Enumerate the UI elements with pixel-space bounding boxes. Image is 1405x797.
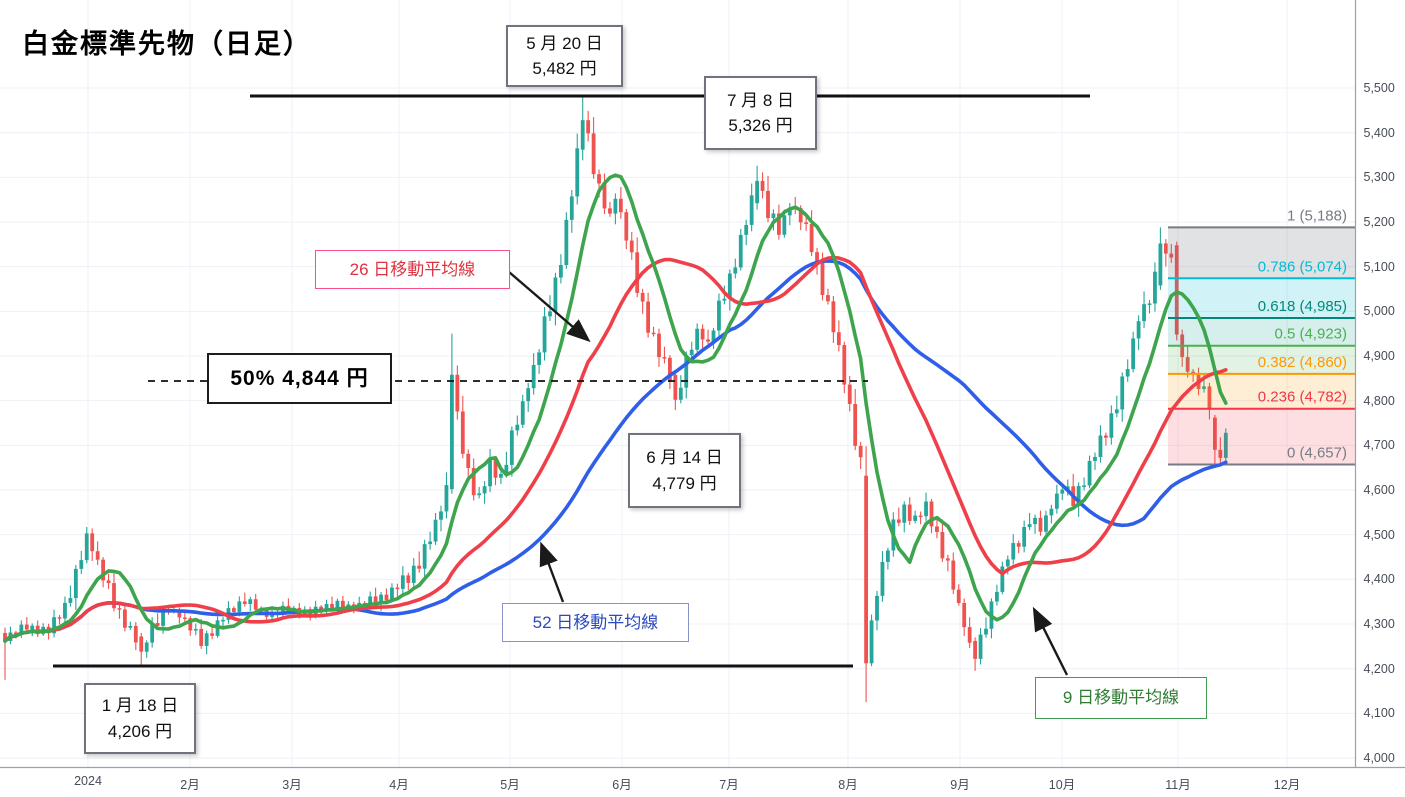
arrow-to-ma52 (539, 541, 565, 603)
annotation-jan18-date: 1 月 18 日 (101, 696, 179, 715)
annotation-jun14-price: 4,779 円 (652, 473, 717, 493)
ma-line-9 (3, 173, 1228, 643)
annotation-arrows (508, 271, 1069, 676)
time-tick-label: 9月 (950, 778, 970, 792)
annotation-50pct-level: 50% 4,844 円 (207, 353, 392, 404)
label-ma9: 9 日移動平均線 (1035, 677, 1207, 719)
annotation-jun14-date: 6 月 14 日 (646, 448, 723, 467)
svg-text:0.786 (5,074): 0.786 (5,074) (1258, 258, 1347, 275)
annotation-jun14-low: 6 月 14 日 4,779 円 (628, 433, 741, 508)
time-tick-label: 12月 (1273, 778, 1301, 792)
time-tick-label: 10月 (1048, 778, 1076, 792)
annotation-jan18-price: 4,206 円 (107, 721, 173, 741)
svg-text:0 (4,657): 0 (4,657) (1287, 445, 1347, 462)
time-tick-label: 7月 (719, 778, 739, 792)
price-tick-label: 4,800 (1363, 393, 1395, 408)
annotation-may20-high: 5 月 20 日 5,482 円 (506, 25, 623, 87)
candles-layer (3, 96, 1228, 703)
fibonacci-labels: 1 (5,188) 0.786 (5,074) 0.618 (4,985) 0.5 (… (1258, 207, 1347, 461)
label-ma26: 26 日移動平均線 (315, 250, 510, 289)
annotation-jul8-date: 7 月 8 日 (726, 90, 795, 110)
arrow-to-ma9 (1032, 606, 1069, 676)
ma-line-52 (3, 259, 1228, 643)
annotation-jan18-low: 1 月 18 日 4,206 円 (84, 683, 196, 754)
chart-title: 白金標準先物（日足） (22, 29, 312, 59)
annotation-may20-date: 5 月 20 日 (526, 33, 603, 53)
price-tick-label: 4,400 (1363, 572, 1395, 587)
svg-text:0.236 (4,782): 0.236 (4,782) (1258, 389, 1347, 406)
annotation-may20-price: 5,482 円 (532, 59, 597, 78)
price-tick-label: 5,300 (1363, 170, 1395, 185)
ma-line-26 (3, 255, 1228, 643)
label-ma52: 52 日移動平均線 (502, 603, 689, 642)
price-tick-label: 5,500 (1363, 81, 1395, 95)
svg-text:0.618 (4,985): 0.618 (4,985) (1258, 298, 1347, 315)
price-tick-label: 4,200 (1363, 661, 1395, 676)
annotation-jul8-price: 5,326 円 (728, 116, 793, 135)
price-tick-label: 4,100 (1363, 706, 1395, 721)
price-tick-label: 5,200 (1363, 215, 1395, 229)
price-tick-label: 4,600 (1363, 483, 1395, 497)
time-tick-label: 11月 (1165, 778, 1191, 792)
price-tick-label: 4,300 (1363, 617, 1395, 631)
time-tick-label: 2月 (180, 778, 200, 792)
price-tick-label: 4,500 (1363, 527, 1395, 542)
price-tick-label: 5,000 (1363, 304, 1395, 319)
svg-text:0.5 (4,923): 0.5 (4,923) (1274, 326, 1347, 343)
arrow-to-ma26 (508, 271, 591, 343)
price-tick-label: 4,000 (1363, 751, 1395, 765)
time-tick-label: 8月 (838, 778, 858, 792)
time-tick-label: 4月 (389, 778, 409, 792)
gridlines (0, 0, 1356, 768)
time-tick-label: 3月 (282, 778, 302, 792)
annotation-jul8-high: 7 月 8 日 5,326 円 (704, 76, 817, 150)
svg-text:1 (5,188): 1 (5,188) (1287, 207, 1347, 224)
time-tick-label: 5月 (500, 778, 520, 792)
fibonacci-retracement (1168, 226, 1356, 466)
time-tick-label: 6月 (612, 778, 632, 792)
price-tick-label: 5,400 (1363, 125, 1395, 140)
price-tick-label: 5,100 (1363, 259, 1395, 274)
price-tick-label: 4,900 (1363, 349, 1395, 363)
price-tick-label: 4,700 (1363, 438, 1395, 453)
svg-text:0.382 (4,860): 0.382 (4,860) (1258, 354, 1347, 371)
time-tick-label: 2024 (74, 774, 102, 788)
